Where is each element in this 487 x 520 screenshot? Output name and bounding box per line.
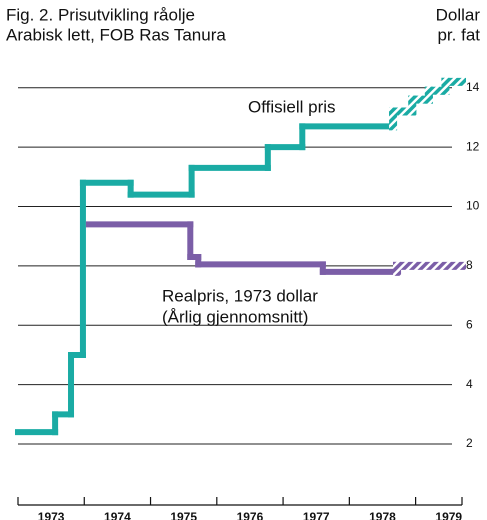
series-label: Realpris, 1973 dollar [162,286,318,305]
y-tick-label: 12 [466,139,480,153]
series-label: (Årlig gjennomsnitt) [162,307,308,326]
y-axis-label: Dollar [436,5,481,24]
y-tick-label: 2 [466,436,473,450]
x-tick-label: 1976 [237,510,264,520]
x-tick-label: 1979 [435,510,462,520]
y-tick-label: 10 [466,199,480,213]
y-axis-label: pr. fat [437,25,480,44]
chart-title: Fig. 2. Prisutvikling råolje [6,5,195,24]
chart-title: Arabisk lett, FOB Ras Tanura [6,25,226,44]
x-tick-label: 1975 [170,510,197,520]
y-tick-label: 8 [466,258,473,272]
x-tick-label: 1974 [104,510,131,520]
x-tick-label: 1977 [303,510,330,520]
series-label: Offisiell pris [248,97,336,116]
x-tick-label: 1973 [38,510,65,520]
y-tick-label: 4 [466,377,473,391]
x-tick-label: 1978 [369,510,396,520]
y-tick-label: 6 [466,317,473,331]
y-tick-label: 14 [466,80,480,94]
